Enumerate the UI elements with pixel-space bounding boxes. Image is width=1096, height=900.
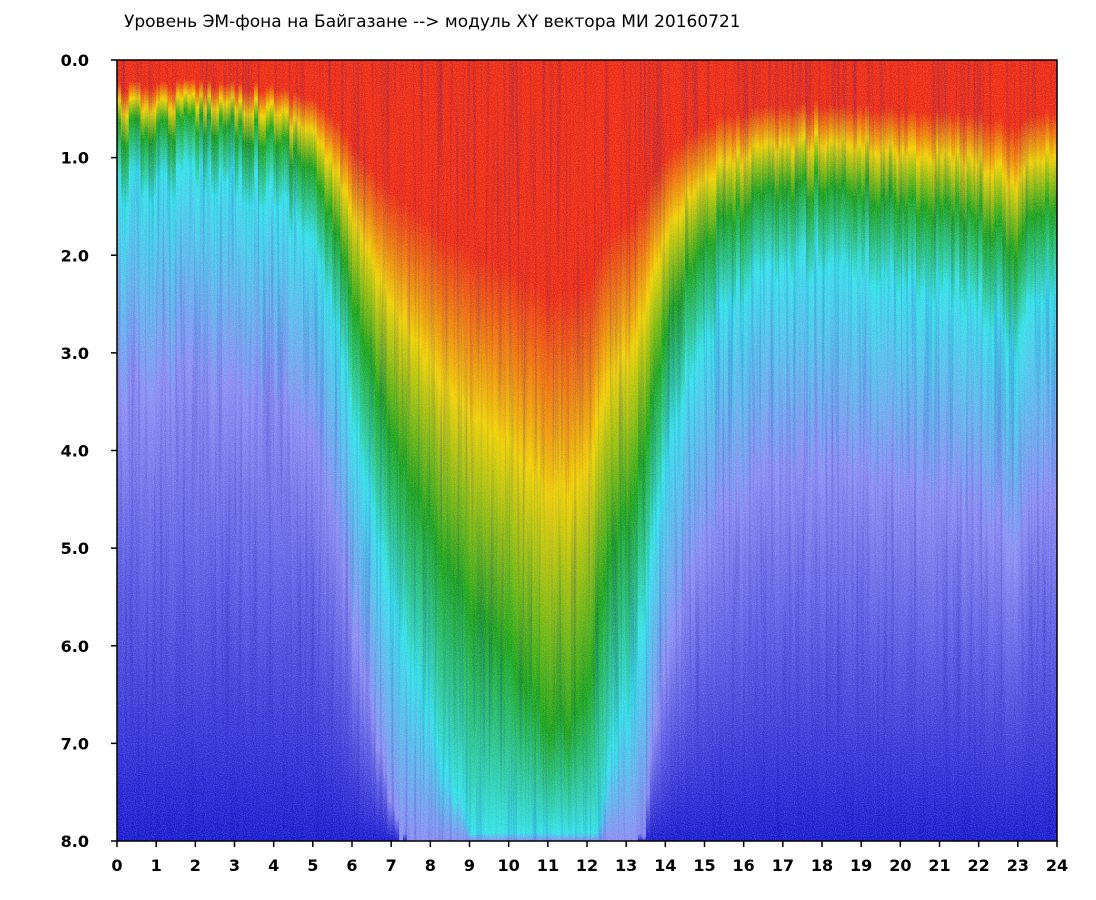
x-tick-label: 4: [268, 856, 279, 875]
x-tick-label: 22: [968, 856, 990, 875]
y-tick-label: 1.0: [61, 149, 89, 168]
x-tick-label: 24: [1046, 856, 1068, 875]
x-tick-label: 21: [928, 856, 950, 875]
y-axis: 0.0 1.0 2.0 3.0 4.0 5.0 6.0 7.0 8.0: [61, 51, 117, 851]
x-tick-label: 19: [850, 856, 872, 875]
x-tick-label: 15: [693, 856, 715, 875]
chart-title: Уровень ЭМ-фона на Байгазане --> модуль …: [124, 12, 741, 32]
heatmap-speckle: [117, 60, 1057, 841]
x-tick-label: 7: [386, 856, 397, 875]
x-tick-label: 17: [772, 856, 794, 875]
x-tick-label: 18: [811, 856, 833, 875]
x-tick-label: 11: [537, 856, 559, 875]
x-tick-label: 3: [229, 856, 240, 875]
x-axis: 0 1 2 3 4 5 6 7 8 9 10 11 12 13 14 15 16 17 18 19 20 21 22 23 24: [111, 841, 1068, 875]
x-tick-label: 13: [615, 856, 637, 875]
y-tick-label: 5.0: [61, 539, 89, 558]
x-tick-label: 2: [190, 856, 201, 875]
x-tick-label: 16: [733, 856, 755, 875]
x-tick-label: 1: [151, 856, 162, 875]
y-tick-label: 8.0: [61, 832, 89, 851]
y-tick-label: 7.0: [61, 734, 89, 753]
x-tick-label: 8: [425, 856, 436, 875]
x-tick-label: 6: [346, 856, 357, 875]
x-tick-label: 23: [1007, 856, 1029, 875]
x-tick-label: 14: [654, 856, 676, 875]
x-tick-label: 0: [111, 856, 122, 875]
y-tick-label: 2.0: [61, 246, 89, 265]
x-tick-label: 9: [464, 856, 475, 875]
x-tick-label: 5: [307, 856, 318, 875]
y-tick-label: 4.0: [61, 442, 89, 461]
plot-area: [117, 60, 1057, 841]
y-tick-label: 0.0: [61, 51, 89, 70]
y-tick-label: 3.0: [61, 344, 89, 363]
x-tick-label: 10: [498, 856, 520, 875]
x-tick-label: 12: [576, 856, 598, 875]
x-tick-label: 20: [889, 856, 911, 875]
y-tick-label: 6.0: [61, 637, 89, 656]
